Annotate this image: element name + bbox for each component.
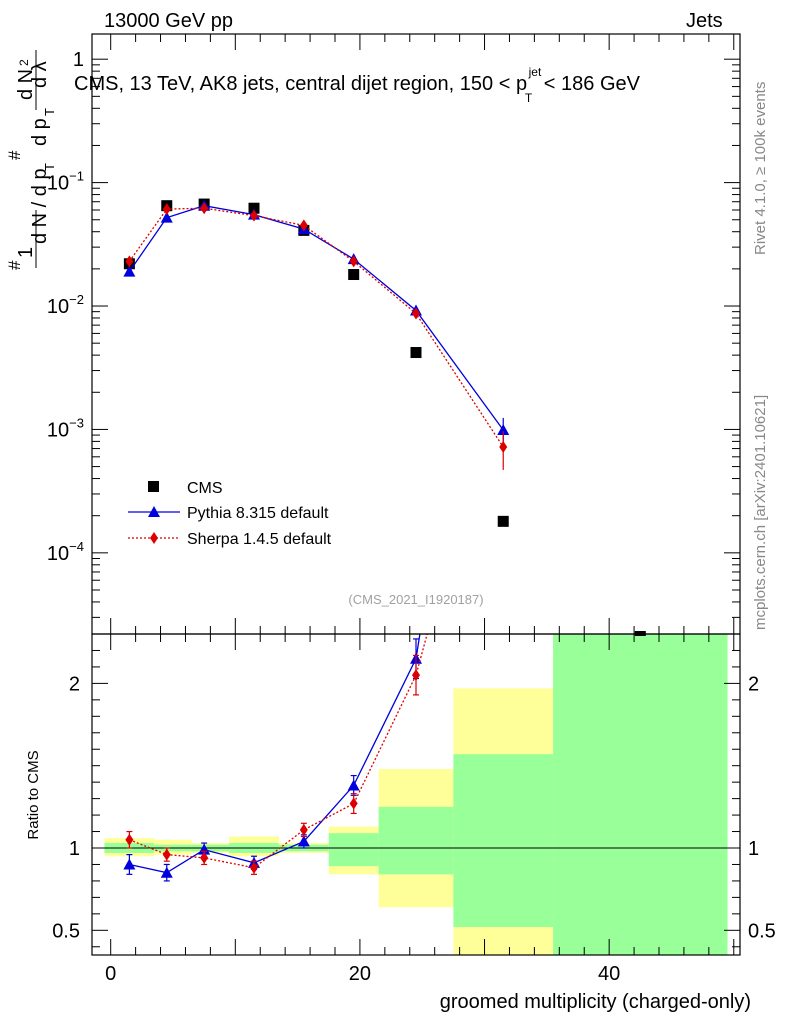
- header-left: 13000 GeV pp: [104, 10, 233, 32]
- main-y-tick-label: 10−3: [47, 415, 84, 441]
- cms-point: [348, 269, 360, 281]
- pythia-ratio-point: [160, 866, 173, 878]
- band-inner: [553, 634, 728, 955]
- pythia-point: [160, 211, 173, 223]
- x-tick-label: 20: [349, 963, 371, 985]
- band-inner: [453, 754, 554, 928]
- pythia-point: [123, 265, 136, 277]
- sherpa-point: [125, 255, 134, 268]
- legend-marker-cms: [148, 481, 159, 492]
- sherpa-ratio-point: [412, 669, 420, 682]
- svg-text:#: #: [5, 260, 24, 270]
- sherpa-ratio-point: [349, 797, 358, 810]
- y-axis-label-main: # 1 d N / d p T # d p T d N 2 d λ: [5, 50, 57, 270]
- sherpa-ratio-point: [499, 348, 507, 360]
- sherpa-ratio-point: [250, 861, 258, 874]
- legend-marker-sherpa: [150, 532, 158, 544]
- ratio-y-tick-label: 0.5: [52, 920, 80, 942]
- pythia-ratio-point: [347, 779, 360, 791]
- uncertainty-bands: [104, 634, 728, 955]
- main-y-tick-label: 10−4: [47, 539, 84, 565]
- ratio-y-tick-label: 2: [69, 673, 80, 695]
- sherpa-ratio-point: [162, 848, 171, 861]
- ratio-panel-series: [123, 101, 509, 882]
- rivet-version-label: Rivet 4.1.0, ≥ 100k events: [752, 81, 769, 255]
- band-inner: [328, 833, 379, 867]
- svg-text:d p: d p: [29, 118, 51, 146]
- ratio-y-tick-label: 1: [69, 838, 80, 860]
- axis-ticks: 110−110−210−310−40.5 0.51 12 20 20 40: [47, 34, 776, 985]
- ratio-plot-frame: [91, 633, 741, 956]
- header-right: Jets: [686, 10, 723, 32]
- sherpa-main-line: [128, 207, 504, 448]
- cms-point: [248, 202, 260, 214]
- sherpa-point: [499, 441, 508, 454]
- sherpa-point: [200, 202, 209, 215]
- plot-frames: [91, 33, 741, 956]
- svg-text:1: 1: [15, 247, 37, 258]
- main-y-tick-label: 1: [73, 49, 84, 71]
- y-axis-label-ratio: Ratio to CMS: [25, 750, 42, 839]
- chart-title: CMS, 13 TeV, AK8 jets, central dijet reg…: [74, 59, 641, 107]
- svg-text:d λ: d λ: [29, 61, 51, 88]
- x-axis-label: groomed multiplicity (charged-only): [440, 991, 751, 1013]
- main-y-tick-label: 10−2: [47, 292, 84, 318]
- main-y-tick-label: 10−1: [47, 169, 84, 195]
- svg-text:T: T: [42, 163, 57, 171]
- pythia-ratio-point: [497, 101, 509, 112]
- svg-text:2: 2: [17, 59, 31, 66]
- pythia-ratio-point: [297, 835, 310, 847]
- cms-point: [497, 515, 509, 527]
- data-series: [123, 101, 646, 882]
- legend-label-pythia: Pythia 8.315 default: [187, 505, 329, 522]
- cms-point: [410, 347, 422, 359]
- ratio-y-tick-label-right: 0.5: [748, 920, 776, 942]
- legend-marker-pythia: [148, 506, 160, 517]
- mcplots-label: mcplots.cern.ch [arXiv:2401.10621]: [752, 394, 769, 630]
- sherpa-point: [349, 255, 358, 268]
- legend-label-sherpa: Sherpa 1.4.5 default: [187, 531, 332, 548]
- svg-text:#: #: [5, 150, 24, 160]
- pythia-ratio-line: [129, 634, 421, 874]
- sherpa-point: [299, 219, 308, 232]
- svg-text:T: T: [42, 108, 57, 116]
- sherpa-ratio-point: [200, 851, 209, 864]
- ratio-y-tick-label-right: 1: [748, 838, 759, 860]
- sherpa-ratio-point: [299, 823, 308, 836]
- band-inner: [378, 806, 454, 875]
- svg-text:d N: d N: [15, 69, 37, 100]
- main-panel-series: [123, 198, 510, 527]
- sherpa-point: [412, 307, 420, 320]
- pythia-point: [497, 423, 510, 435]
- x-tick-label: 40: [598, 963, 620, 985]
- pythia-ratio-point: [123, 858, 136, 870]
- ratio-y-tick-label-right: 2: [748, 673, 759, 695]
- sherpa-point: [250, 209, 258, 222]
- pythia-ratio-point: [198, 843, 211, 855]
- x-tick-label: 0: [105, 963, 116, 985]
- analysis-id: (CMS_2021_I1920187): [348, 592, 483, 607]
- svg-text:d N / d p: d N / d p: [29, 168, 51, 244]
- sherpa-point: [162, 203, 171, 216]
- legend: CMS Pythia 8.315 default Sherpa 1.4.5 de…: [128, 480, 332, 548]
- sherpa-ratio-point: [125, 833, 134, 846]
- legend-label-cms: CMS: [187, 480, 223, 497]
- pythia-main-line: [128, 205, 504, 431]
